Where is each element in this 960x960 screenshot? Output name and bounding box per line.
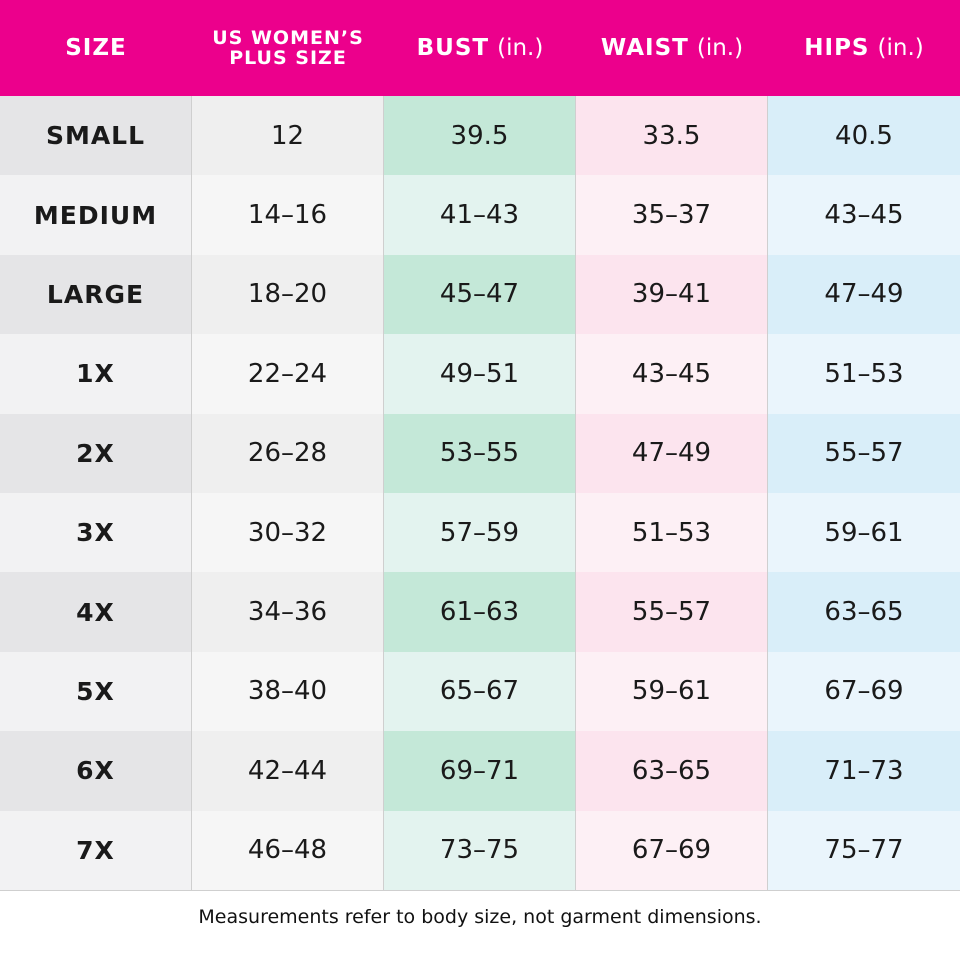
header-line-group: HIPS (in.)	[804, 35, 923, 61]
table-cell: 35–37	[576, 175, 768, 255]
column-header: HIPS (in.)	[768, 0, 960, 96]
header-line-group: BUST (in.)	[417, 35, 544, 61]
table-cell: 39.5	[384, 96, 576, 176]
table-cell: 26–28	[192, 413, 384, 493]
table-cell: 49–51	[384, 334, 576, 414]
table-cell: 57–59	[384, 493, 576, 573]
column-header: WAIST (in.)	[576, 0, 768, 96]
header-text: PLUS SIZE	[229, 47, 347, 69]
table-cell: 43–45	[768, 175, 960, 255]
column-header: BUST (in.)	[384, 0, 576, 96]
header-text: HIPS	[804, 35, 870, 61]
table-cell: 75–77	[768, 810, 960, 890]
header-line: US WOMEN’S	[212, 28, 364, 48]
table-cell: 22–24	[192, 334, 384, 414]
size-label: 4X	[0, 572, 192, 652]
table-cell: 34–36	[192, 572, 384, 652]
table-cell: 67–69	[576, 810, 768, 890]
table-cell: 33.5	[576, 96, 768, 176]
header-unit: (in.)	[696, 35, 744, 61]
header-line-group: WAIST (in.)	[601, 35, 743, 61]
table-border	[0, 890, 960, 891]
table-cell: 18–20	[192, 254, 384, 335]
header-line-group: SIZE	[65, 36, 127, 60]
table-cell: 53–55	[384, 413, 576, 493]
table-cell: 14–16	[192, 175, 384, 255]
table-cell: 30–32	[192, 493, 384, 573]
header-text: WAIST	[600, 35, 689, 61]
table-cell: 46–48	[192, 810, 384, 890]
column-header: US WOMEN’S PLUS SIZE	[192, 0, 384, 96]
table-cell: 59–61	[576, 651, 768, 732]
header-text: BUST	[416, 35, 490, 61]
size-label: 1X	[0, 334, 192, 414]
size-label: 6X	[0, 731, 192, 811]
size-label: SMALL	[0, 96, 192, 176]
header-line: PLUS SIZE	[229, 48, 347, 68]
table-cell: 47–49	[768, 254, 960, 335]
table-cell: 69–71	[384, 731, 576, 811]
header-text: SIZE	[65, 35, 127, 61]
size-label: 5X	[0, 651, 192, 732]
table-cell: 42–44	[192, 731, 384, 811]
table-cell: 55–57	[576, 572, 768, 652]
table-cell: 51–53	[576, 493, 768, 573]
header-line: BUST (in.)	[417, 35, 544, 61]
table-cell: 45–47	[384, 254, 576, 335]
table-cell: 55–57	[768, 413, 960, 493]
table-cell: 38–40	[192, 651, 384, 732]
column-header: SIZE	[0, 0, 192, 96]
table-cell: 47–49	[576, 413, 768, 493]
header-line-group: US WOMEN’S PLUS SIZE	[212, 28, 364, 68]
table-cell: 12	[192, 96, 384, 176]
table-cell: 40.5	[768, 96, 960, 176]
table-cell: 51–53	[768, 334, 960, 414]
table-cell: 65–67	[384, 651, 576, 732]
table-cell: 67–69	[768, 651, 960, 732]
table-cell: 43–45	[576, 334, 768, 414]
header-unit: (in.)	[497, 35, 544, 61]
size-label: MEDIUM	[0, 175, 192, 255]
header-line: WAIST (in.)	[601, 35, 743, 61]
table-cell: 61–63	[384, 572, 576, 652]
size-label: 2X	[0, 413, 192, 493]
size-label: 7X	[0, 810, 192, 890]
header-line: SIZE	[65, 36, 127, 60]
table-cell: 59–61	[768, 493, 960, 573]
table-cell: 71–73	[768, 731, 960, 811]
header-line: HIPS (in.)	[804, 35, 923, 61]
table-cell: 63–65	[576, 731, 768, 811]
footnote: Measurements refer to body size, not gar…	[198, 906, 762, 928]
table-cell: 63–65	[768, 572, 960, 652]
table-cell: 41–43	[384, 175, 576, 255]
size-label: LARGE	[0, 254, 192, 335]
size-label: 3X	[0, 493, 192, 573]
table-cell: 73–75	[384, 810, 576, 890]
header-text: US WOMEN’S	[212, 27, 364, 49]
header-unit: (in.)	[877, 35, 924, 61]
table-cell: 39–41	[576, 254, 768, 335]
